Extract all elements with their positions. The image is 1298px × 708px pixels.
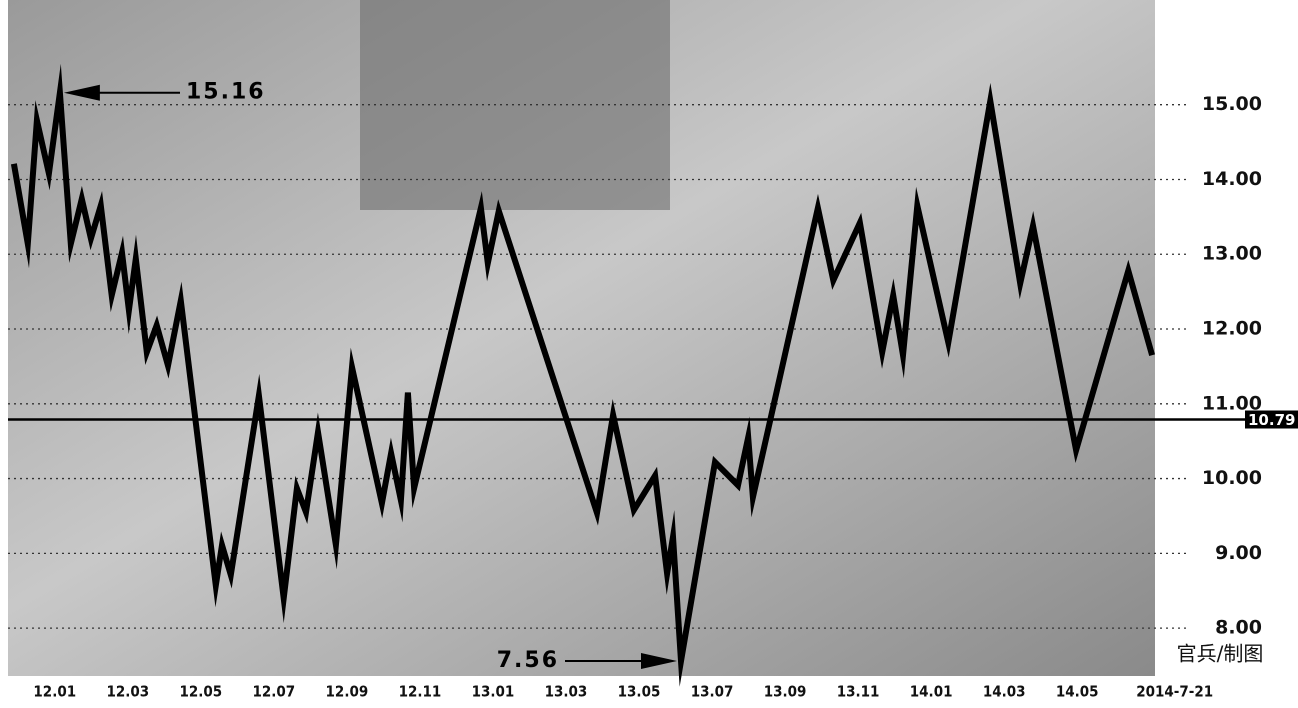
min-arrowhead <box>641 653 678 670</box>
x-tick-label: 14.05 <box>1056 683 1099 701</box>
x-tick-label: 12.07 <box>253 683 296 701</box>
reference-label: 10.79 <box>1248 411 1295 429</box>
x-tick-label: 12.03 <box>106 683 149 701</box>
x-tick-label: 13.11 <box>837 683 880 701</box>
y-tick-label: 12.00 <box>1202 318 1262 340</box>
x-tick-label: 14.03 <box>983 683 1026 701</box>
max-arrowhead <box>63 84 100 101</box>
x-tick-label: 13.09 <box>764 683 807 701</box>
price-line <box>10 63 1155 687</box>
y-tick-label: 13.00 <box>1202 243 1262 265</box>
credit: 官兵/制图 <box>1177 642 1264 666</box>
x-tick-label: 12.09 <box>326 683 369 701</box>
x-tick-label: 12.11 <box>399 683 442 701</box>
max-label: 15.16 <box>186 80 266 105</box>
x-tick-label: 13.03 <box>545 683 588 701</box>
x-tick-label: 12.01 <box>33 683 76 701</box>
y-tick-label: 10.00 <box>1202 467 1262 489</box>
y-tick-label: 9.00 <box>1215 542 1262 564</box>
x-tick-label: 13.05 <box>618 683 661 701</box>
y-tick-label: 15.00 <box>1202 93 1262 115</box>
x-axis-band <box>0 676 1298 708</box>
x-tick-label: 13.07 <box>691 683 734 701</box>
x-tick-label: 14.01 <box>910 683 953 701</box>
y-tick-label: 8.00 <box>1215 617 1262 639</box>
y-tick-label: 11.00 <box>1202 392 1262 414</box>
min-label: 7.56 <box>497 648 559 673</box>
background-photo <box>360 0 670 210</box>
reference-label-box <box>1245 410 1298 429</box>
y-tick-label: 14.00 <box>1202 168 1262 190</box>
x-tick-label: 2014-7-21 <box>1136 683 1213 701</box>
x-tick-label: 13.01 <box>472 683 515 701</box>
x-tick-label: 12.05 <box>179 683 222 701</box>
